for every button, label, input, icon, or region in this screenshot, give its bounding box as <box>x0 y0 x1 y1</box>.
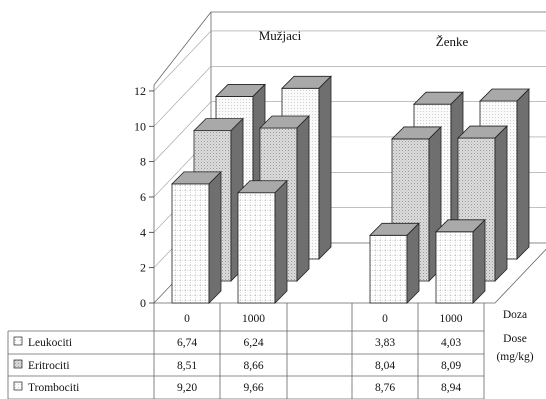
y-axis: 0 2 4 6 8 10 12 <box>134 84 154 310</box>
table-header-cell: 1000 <box>440 313 463 325</box>
y-tick-label: 12 <box>134 84 146 98</box>
bar-front <box>237 192 276 304</box>
table-cell: 8,04 <box>375 360 395 372</box>
table-row-label: Trombociti <box>28 382 79 394</box>
y-tick-label: 6 <box>140 190 146 204</box>
table-row-label: Leukociti <box>28 337 72 349</box>
bar <box>369 222 420 304</box>
group-title-females: Ženke <box>436 34 469 49</box>
bar-front <box>171 183 210 304</box>
table-cell: 8,76 <box>375 382 395 394</box>
table-cell: 6,74 <box>177 337 197 349</box>
y-tick-label: 0 <box>140 296 146 310</box>
table-header-cell: 0 <box>382 313 388 325</box>
table-cell: 8,09 <box>441 360 461 372</box>
table-cell: 8,94 <box>441 382 461 394</box>
table-cell: 4,03 <box>441 337 461 349</box>
table-cell: 8,51 <box>177 360 197 372</box>
bar-side <box>516 88 530 260</box>
side-wall-top-edge <box>153 11 212 86</box>
table-row-label: Eritrociti <box>28 360 70 372</box>
axis-title-line-1: Doza <box>503 309 527 321</box>
bar-front <box>435 231 474 304</box>
gridline <box>153 66 546 127</box>
bar <box>171 170 222 304</box>
bar-side <box>274 179 288 304</box>
bar-side <box>494 125 508 282</box>
legend-key-dotted-grid-icon <box>13 336 23 346</box>
legend-key-dotted-grey-icon <box>13 359 23 369</box>
bar-side <box>208 170 222 304</box>
bars <box>171 75 530 304</box>
bar-side <box>318 75 332 260</box>
table-header-cell: 0 <box>184 313 190 325</box>
y-tick-label: 8 <box>140 155 146 169</box>
table-cell: 9,20 <box>177 382 197 394</box>
bar <box>237 179 288 304</box>
bar-side <box>472 218 486 304</box>
table-cell: 9,66 <box>243 382 263 394</box>
table-cell: 8,66 <box>243 360 263 372</box>
axis-title-line-2: Dose <box>503 333 527 345</box>
table-header-cell: 1000 <box>242 313 265 325</box>
axis-title-line-3: (mg/kg) <box>496 351 533 363</box>
bar-front <box>369 234 408 304</box>
table-cell: 3,83 <box>375 337 395 349</box>
bar <box>435 218 486 304</box>
data-table <box>7 303 485 399</box>
gridline <box>153 30 546 92</box>
table-cell: 6,24 <box>243 337 263 349</box>
bar-side <box>296 115 310 282</box>
bar-side <box>406 222 420 304</box>
y-tick-label: 2 <box>140 261 146 275</box>
y-tick-label: 10 <box>134 119 146 133</box>
y-tick-label: 4 <box>140 225 146 239</box>
group-title-males: Mužjaci <box>259 28 302 43</box>
data-table-text: 0 1000 0 1000 Leukociti 6,74 6,24 3,83 4,03 Eritr… <box>13 313 463 394</box>
legend-key-dotted-white-icon <box>13 381 23 391</box>
